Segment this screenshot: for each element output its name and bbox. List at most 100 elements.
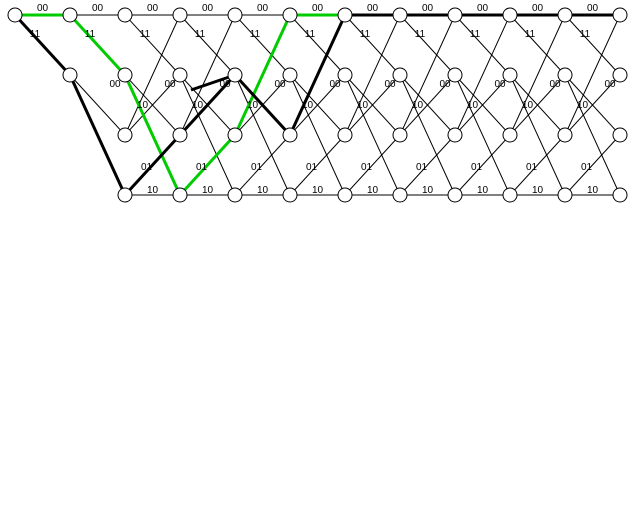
edge-label: 00 [587,3,599,14]
edge-label: 00 [92,3,104,14]
edge [180,15,235,75]
edge [235,15,290,75]
edge [290,15,345,75]
edge-label: 00 [164,79,176,90]
edge [400,15,455,75]
edge-label: 00 [329,79,341,90]
black-edge [70,75,125,195]
edge [345,15,400,135]
edge [455,15,510,75]
trellis-diagram: 0000000000000000000000111111111111111111… [0,0,640,512]
edge [180,75,235,195]
edge [565,75,620,195]
edge-label: 01 [416,162,428,173]
edge-label: 11 [470,29,481,40]
edge-label: 00 [477,3,489,14]
state-node [173,128,187,142]
edge-label: 00 [274,79,286,90]
state-node [283,8,297,22]
edge-label: 11 [30,29,41,40]
edge-label: 01 [581,162,593,173]
edge-label: 10 [587,185,599,196]
edge-label: 00 [422,3,434,14]
state-node [393,188,407,202]
state-node [503,188,517,202]
edge-label: 01 [361,162,373,173]
edge-label: 01 [251,162,263,173]
state-node [503,8,517,22]
edge-label: 10 [412,100,424,111]
edge-label: 10 [522,100,534,111]
state-node [63,68,77,82]
edge-label: 00 [312,3,324,14]
edge [180,15,235,135]
edge-label: 01 [526,162,538,173]
state-node [283,188,297,202]
state-node [558,128,572,142]
edge-label: 00 [549,79,561,90]
state-node [503,128,517,142]
edge-label: 11 [250,29,261,40]
state-node [558,188,572,202]
edge-label: 10 [147,185,159,196]
edge-label: 01 [306,162,318,173]
edge-label: 11 [525,29,536,40]
black-edge [290,15,345,135]
edge-label: 00 [439,79,451,90]
state-node [118,188,132,202]
state-node [228,188,242,202]
state-node [338,128,352,142]
black-edge [15,15,70,75]
edge-label: 00 [257,3,269,14]
state-node [613,8,627,22]
state-node [338,188,352,202]
edge-label: 10 [577,100,589,111]
edge-label: 11 [305,29,316,40]
edge-label: 10 [367,185,379,196]
state-node [228,128,242,142]
edge-label: 10 [357,100,369,111]
state-node [8,8,22,22]
state-node [393,128,407,142]
edge-label: 00 [604,79,616,90]
edge [510,15,565,135]
edge-label: 00 [147,3,159,14]
edge-label: 10 [247,100,259,111]
state-node [448,128,462,142]
edge-label: 00 [37,3,49,14]
edge-label: 11 [140,29,151,40]
green-edge [70,15,125,75]
edge-label: 10 [422,185,434,196]
edge-label: 10 [257,185,269,196]
edge-label: 10 [302,100,314,111]
edge-label: 11 [415,29,426,40]
edge [290,75,345,195]
edge [455,75,510,195]
edge [400,15,455,135]
edge-label: 00 [202,3,214,14]
green-edge [125,75,180,195]
edge [400,75,455,195]
edge-label: 10 [312,185,324,196]
edge [345,75,400,195]
edge-label: 10 [532,185,544,196]
edge-label: 10 [477,185,489,196]
state-node [118,8,132,22]
state-node [448,188,462,202]
edge-label: 11 [85,29,96,40]
state-node [613,188,627,202]
edge-label: 01 [141,162,153,173]
edge-label: 10 [202,185,214,196]
state-node [228,8,242,22]
edge-label: 00 [367,3,379,14]
state-node [173,8,187,22]
edge-label: 10 [467,100,479,111]
green-edge [235,15,290,135]
edge [510,75,565,195]
edge [510,15,565,75]
state-node [118,128,132,142]
edge [125,15,180,75]
edge-label: 00 [532,3,544,14]
state-node [558,8,572,22]
edge-label: 00 [494,79,506,90]
